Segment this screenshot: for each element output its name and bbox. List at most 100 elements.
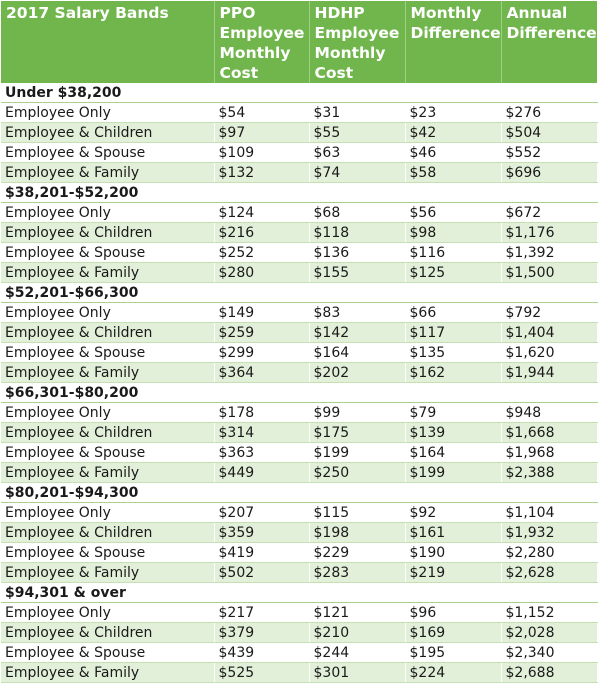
- cell-hdhp-cost: $142: [308, 322, 406, 343]
- cell-hdhp-cost: $55: [308, 122, 406, 143]
- cell-hdhp-cost: $175: [308, 422, 406, 443]
- cell-ppo-cost: $379: [213, 622, 310, 643]
- table-row: Employee & Spouse $363 $199 $164 $1,968: [1, 442, 598, 463]
- cell-hdhp-cost: $74: [308, 162, 406, 183]
- table-row: Employee & Children $259 $142 $117 $1,404: [1, 322, 598, 343]
- table-row: Employee & Children $359 $198 $161 $1,932: [1, 522, 598, 543]
- table-row: Employee & Spouse $252 $136 $116 $1,392: [1, 242, 598, 263]
- cell-coverage: Employee & Spouse: [1, 442, 215, 463]
- cell-monthly-diff: $42: [404, 122, 502, 143]
- cell-monthly-diff: $190: [404, 542, 502, 563]
- table-row: Employee & Children $216 $118 $98 $1,176: [1, 222, 598, 243]
- cell-hdhp-cost: $63: [308, 142, 406, 163]
- cell-hdhp-cost: $202: [308, 362, 406, 383]
- cell-annual-diff: $1,932: [500, 522, 598, 543]
- cell-annual-diff: $1,404: [500, 322, 598, 343]
- cell-ppo-cost: $217: [213, 602, 310, 623]
- cell-coverage: Employee & Children: [1, 622, 215, 643]
- cell-ppo-cost: $502: [213, 562, 310, 583]
- cell-ppo-cost: $109: [213, 142, 310, 163]
- cell-ppo-cost: $149: [213, 302, 310, 323]
- cell-annual-diff: $2,688: [500, 662, 598, 683]
- cell-annual-diff: $276: [500, 102, 598, 123]
- cell-annual-diff: $2,388: [500, 462, 598, 483]
- cell-hdhp-cost: $68: [308, 202, 406, 223]
- cell-hdhp-cost: $115: [308, 502, 406, 523]
- cell-hdhp-cost: $99: [308, 402, 406, 423]
- cell-hdhp-cost: $198: [308, 522, 406, 543]
- cell-coverage: Employee Only: [1, 602, 215, 623]
- cell-monthly-diff: $139: [404, 422, 502, 443]
- cell-monthly-diff: $162: [404, 362, 502, 383]
- cell-coverage: Employee & Spouse: [1, 542, 215, 563]
- cell-coverage: Employee & Family: [1, 462, 215, 483]
- cell-ppo-cost: $449: [213, 462, 310, 483]
- cell-coverage: Employee & Family: [1, 662, 215, 683]
- cell-annual-diff: $1,152: [500, 602, 598, 623]
- cell-annual-diff: $2,340: [500, 642, 598, 663]
- table-row: Employee & Children $379 $210 $169 $2,028: [1, 622, 598, 643]
- cell-hdhp-cost: $164: [308, 342, 406, 363]
- cell-monthly-diff: $125: [404, 262, 502, 283]
- cell-coverage: Employee & Children: [1, 322, 215, 343]
- table-row: Employee & Family $449 $250 $199 $2,388: [1, 462, 598, 483]
- cell-monthly-diff: $92: [404, 502, 502, 523]
- cell-coverage: Employee & Children: [1, 522, 215, 543]
- cell-coverage: Employee Only: [1, 202, 215, 223]
- cell-annual-diff: $1,620: [500, 342, 598, 363]
- cell-monthly-diff: $66: [404, 302, 502, 323]
- cell-hdhp-cost: $31: [308, 102, 406, 123]
- cell-ppo-cost: $259: [213, 322, 310, 343]
- cell-annual-diff: $696: [500, 162, 598, 183]
- salary-band-label: Under $38,200: [1, 83, 598, 103]
- cell-coverage: Employee & Spouse: [1, 142, 215, 163]
- salary-band-row: $94,301 & over: [1, 582, 598, 603]
- cell-annual-diff: $552: [500, 142, 598, 163]
- cell-monthly-diff: $161: [404, 522, 502, 543]
- cell-coverage: Employee Only: [1, 102, 215, 123]
- salary-band-label: $94,301 & over: [1, 582, 598, 603]
- cell-monthly-diff: $195: [404, 642, 502, 663]
- cell-monthly-diff: $79: [404, 402, 502, 423]
- cell-ppo-cost: $97: [213, 122, 310, 143]
- cell-ppo-cost: $364: [213, 362, 310, 383]
- cell-coverage: Employee & Spouse: [1, 642, 215, 663]
- salary-band-label: $52,201-$66,300: [1, 282, 598, 303]
- cell-coverage: Employee & Children: [1, 422, 215, 443]
- table-row: Employee & Children $97 $55 $42 $504: [1, 122, 598, 143]
- table-row: Employee & Spouse $419 $229 $190 $2,280: [1, 542, 598, 563]
- cell-ppo-cost: $207: [213, 502, 310, 523]
- cell-annual-diff: $2,628: [500, 562, 598, 583]
- table-row: Employee & Spouse $299 $164 $135 $1,620: [1, 342, 598, 363]
- cell-ppo-cost: $280: [213, 262, 310, 283]
- cell-monthly-diff: $46: [404, 142, 502, 163]
- table-row: Employee Only $207 $115 $92 $1,104: [1, 502, 598, 523]
- cell-annual-diff: $1,500: [500, 262, 598, 283]
- cell-ppo-cost: $124: [213, 202, 310, 223]
- cell-hdhp-cost: $155: [308, 262, 406, 283]
- cell-hdhp-cost: $83: [308, 302, 406, 323]
- table-body: Under $38,200 Employee Only $54 $31 $23 $276 E…: [1, 83, 598, 683]
- salary-band-label: $38,201-$52,200: [1, 182, 598, 203]
- salary-band-label: $66,301-$80,200: [1, 382, 598, 403]
- cell-hdhp-cost: $250: [308, 462, 406, 483]
- cell-ppo-cost: $178: [213, 402, 310, 423]
- cell-annual-diff: $1,392: [500, 242, 598, 263]
- cell-hdhp-cost: $301: [308, 662, 406, 683]
- cell-annual-diff: $2,028: [500, 622, 598, 643]
- cell-coverage: Employee & Children: [1, 122, 215, 143]
- cell-hdhp-cost: $136: [308, 242, 406, 263]
- cell-ppo-cost: $299: [213, 342, 310, 363]
- cell-annual-diff: $672: [500, 202, 598, 223]
- cell-annual-diff: $2,280: [500, 542, 598, 563]
- table-row: Employee Only $217 $121 $96 $1,152: [1, 602, 598, 623]
- cell-hdhp-cost: $121: [308, 602, 406, 623]
- cell-hdhp-cost: $210: [308, 622, 406, 643]
- cell-hdhp-cost: $199: [308, 442, 406, 463]
- cell-ppo-cost: $359: [213, 522, 310, 543]
- cell-ppo-cost: $216: [213, 222, 310, 243]
- cell-monthly-diff: $224: [404, 662, 502, 683]
- cell-annual-diff: $504: [500, 122, 598, 143]
- cell-ppo-cost: $439: [213, 642, 310, 663]
- table-row: Employee & Family $525 $301 $224 $2,688: [1, 662, 598, 683]
